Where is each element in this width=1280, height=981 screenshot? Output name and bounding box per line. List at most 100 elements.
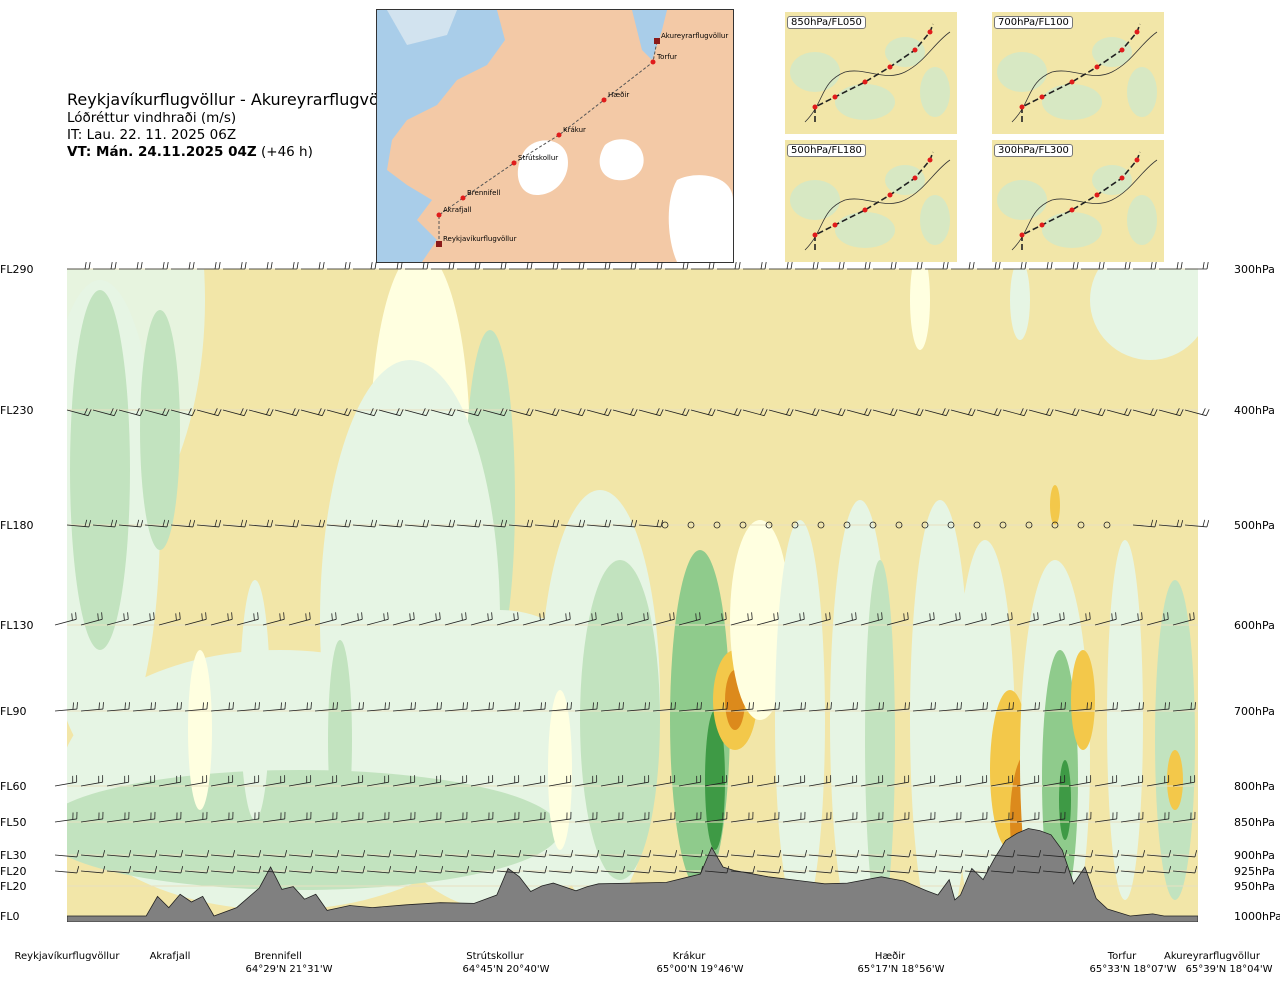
contour-region — [1020, 560, 1090, 922]
wind-barb — [132, 870, 155, 874]
wind-barb — [704, 818, 727, 823]
wind-barb-calm — [895, 521, 903, 529]
wind-barb-feather — [838, 262, 841, 270]
wind-barb-feather — [530, 262, 533, 270]
wind-barb-feather — [370, 408, 374, 415]
inset-waypoint — [812, 232, 818, 238]
wind-barb — [1172, 854, 1195, 858]
wind-barb-calm — [687, 521, 695, 529]
inset-route — [1021, 23, 1141, 122]
wind-barb — [106, 870, 129, 874]
wind-barb — [626, 618, 649, 626]
wind-barb — [756, 870, 779, 874]
wind-barb-feather — [760, 408, 764, 415]
wind-barb-feather — [842, 262, 845, 270]
wind-barb-feather — [570, 702, 572, 710]
inset-waypoint — [887, 64, 893, 70]
wind-barb-feather — [206, 850, 210, 858]
wind-barb — [366, 818, 389, 823]
wind-barb-feather — [841, 409, 846, 416]
map-glacier-vatnajokull — [668, 175, 733, 262]
valid-time: VT: Mán. 24.11.2025 04Z (+46 h) — [67, 144, 404, 161]
wind-barb-feather — [1038, 866, 1042, 874]
route-map-svg: Akureyrarflugvöllur Torfur Hæðir Krákur Strú… — [377, 10, 733, 262]
inset-field — [1127, 67, 1157, 117]
wind-barb-feather — [968, 408, 972, 415]
wind-barb-feather — [388, 702, 390, 710]
wind-barb-feather — [305, 613, 307, 621]
wind-barb — [534, 409, 557, 417]
wind-barb-feather — [188, 262, 191, 270]
wind-barb — [872, 409, 895, 417]
wind-barb-feather — [1072, 262, 1075, 270]
wind-barb — [548, 781, 571, 787]
wind-barb — [938, 781, 961, 787]
wind-barb — [1042, 870, 1065, 874]
wind-barb-feather — [1202, 408, 1206, 415]
wind-barb-feather — [1167, 612, 1169, 620]
wind-barb-feather — [634, 262, 637, 270]
wind-barb-feather — [292, 408, 296, 415]
wind-barb-feather — [578, 519, 582, 527]
inset-coastline — [1011, 159, 1158, 251]
wind-barb-feather — [110, 408, 114, 415]
waypoint-coord: 65°00'N 19°46'W — [657, 964, 744, 975]
y-right-tick-label: 800hPa — [1234, 780, 1275, 793]
wind-barb — [1094, 708, 1117, 712]
wind-barb — [366, 870, 389, 874]
wind-barb-feather — [930, 702, 932, 710]
wind-barb-feather — [492, 866, 496, 874]
wind-barb-feather — [1012, 866, 1016, 874]
wind-barb — [392, 781, 415, 787]
wind-barb — [912, 854, 935, 858]
wind-barb — [768, 409, 791, 417]
wind-barb — [288, 854, 311, 858]
wind-barb — [184, 708, 207, 712]
map-shade — [387, 10, 457, 45]
wind-barb-feather — [270, 262, 273, 270]
wind-barb-feather — [309, 612, 311, 620]
wind-barb-feather — [778, 850, 782, 858]
wind-barb — [990, 870, 1013, 874]
wind-barb-feather — [310, 850, 314, 858]
wind-barb-feather — [960, 866, 964, 874]
wind-barb — [886, 870, 909, 874]
wind-barb-feather — [604, 262, 607, 270]
inset-300: 300hPa/FL300 — [992, 140, 1164, 262]
inset-field — [997, 52, 1047, 92]
wind-barb — [392, 708, 415, 712]
y-left-tick-label: FL180 — [0, 519, 33, 532]
wind-barb — [210, 870, 233, 874]
wind-barb-feather — [552, 262, 555, 270]
wind-barb-feather — [451, 409, 456, 416]
wind-barb-feather — [790, 262, 793, 270]
wind-barb-feather — [1049, 409, 1054, 416]
inset-coastline — [804, 159, 951, 251]
wind-barb-feather — [778, 702, 780, 710]
wind-barb — [430, 524, 453, 528]
wind-barb — [730, 708, 753, 712]
inset-field — [885, 37, 925, 67]
wind-barb — [574, 854, 597, 858]
wind-barb — [782, 781, 805, 787]
wind-barb — [678, 854, 701, 858]
waypoint-coord: 65°33'N 18°07'W — [1090, 964, 1177, 975]
inset-waypoint — [1094, 192, 1100, 198]
wind-barb-feather — [1180, 520, 1184, 528]
wind-barb — [418, 854, 441, 858]
wind-barb — [378, 409, 401, 417]
y-right-tick-label: 700hPa — [1234, 705, 1275, 718]
wind-barb — [834, 854, 857, 858]
wind-barb — [612, 524, 635, 528]
wind-barb — [912, 618, 935, 626]
wind-barb — [144, 524, 167, 528]
wind-barb-feather — [114, 520, 118, 528]
wind-barb — [548, 708, 571, 712]
wind-barb-feather — [1205, 409, 1210, 416]
inset-waypoint — [1134, 157, 1140, 163]
wind-barb-feather — [283, 612, 285, 620]
waypoint-name: Strútskollur — [466, 950, 524, 962]
wind-barb — [340, 818, 363, 823]
wind-barb — [1016, 781, 1039, 787]
contour-region — [670, 550, 730, 890]
